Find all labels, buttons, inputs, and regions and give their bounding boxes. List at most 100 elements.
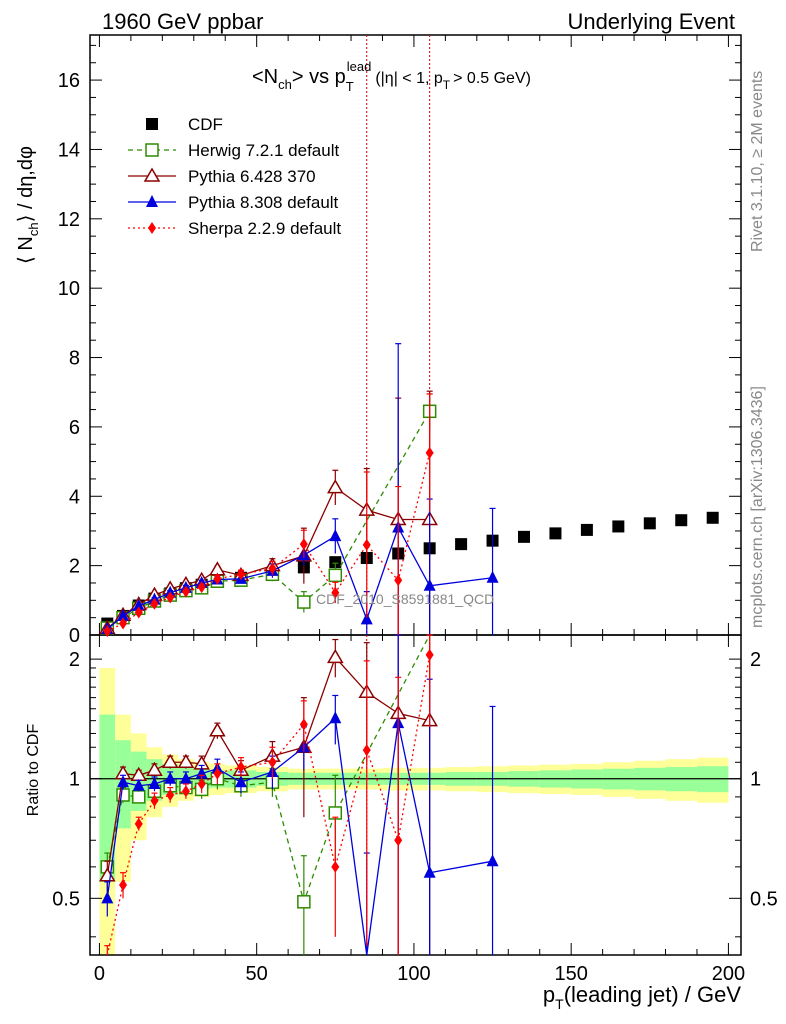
data-point: [329, 529, 342, 542]
ratio-point: [209, 722, 226, 737]
data-point: [181, 585, 190, 598]
data-point: [455, 538, 468, 551]
x-tick-label: 200: [712, 963, 745, 985]
legend-item: Pythia 8.308 default: [128, 193, 339, 212]
legend-marker: [143, 167, 161, 182]
side-mcplots: mcplots.cern.ch [arXiv:1306.3436]: [749, 386, 766, 628]
x-tick-label: 150: [554, 963, 587, 985]
x-tick-label: 0: [94, 963, 105, 985]
ratio-point: [101, 891, 114, 904]
y-tick-label: 2: [69, 556, 80, 578]
legend: CDF Herwig 7.2.1 default Pythia 6.428 370 P…: [128, 115, 341, 238]
data-point: [643, 517, 656, 530]
ratio-series-line: [106, 716, 493, 956]
data-point: [331, 586, 340, 599]
x-axis-label: pT(leading jet) / GeV: [543, 982, 741, 1012]
data-point: [360, 612, 373, 625]
x-tick-label: 50: [246, 963, 268, 985]
legend-marker: [146, 118, 158, 130]
ratio-point: [117, 775, 130, 788]
legend-item: Pythia 6.428 370: [128, 167, 316, 186]
y-tick-label: 6: [69, 417, 80, 439]
ratio-point: [146, 761, 163, 777]
legend-marker: [146, 195, 158, 207]
ratio-point: [164, 771, 177, 784]
data-point: [394, 574, 403, 587]
legend-item: Herwig 7.2.1 default: [128, 141, 339, 160]
ratio-tick-label-right: 2: [750, 649, 761, 671]
y-tick-label: 14: [58, 139, 80, 161]
ratio-tick-label-right: 1: [750, 769, 761, 791]
data-point: [268, 562, 277, 575]
ratio-tick-label: 0.5: [52, 888, 80, 910]
data-point: [486, 570, 499, 583]
ratio-point: [297, 895, 311, 909]
ratio-plot-frame: [89, 634, 742, 956]
ratio-point: [268, 756, 277, 769]
legend-item: CDF: [146, 115, 223, 134]
ratio-point: [234, 775, 247, 788]
data-point: [117, 608, 130, 621]
legend-marker: [145, 143, 159, 157]
ratio-point: [161, 753, 179, 769]
data-point: [213, 572, 222, 585]
data-point: [328, 568, 343, 583]
ratio-point: [299, 718, 308, 731]
data-point: [425, 446, 434, 459]
series-layer: [98, 343, 719, 956]
band-green-bin: [99, 714, 116, 882]
legend-label: Pythia 8.308 default: [188, 193, 339, 212]
ratio-point: [177, 753, 195, 769]
ratio-tick-label: 1: [69, 769, 80, 791]
ratio-point: [134, 817, 143, 830]
data-point: [297, 595, 311, 609]
data-point: [518, 530, 530, 543]
y-tick-label: 0: [69, 625, 80, 647]
ratio-y-axis-label: Ratio to CDF: [25, 724, 42, 817]
ratio-point: [166, 788, 175, 801]
data-point: [236, 568, 245, 581]
legend-item: Sherpa 2.2.9 default: [128, 219, 341, 238]
ratio-point: [181, 785, 190, 798]
data-point: [580, 523, 593, 536]
ratio-series-4: [104, 634, 434, 956]
series-0: [101, 511, 719, 630]
data-point: [299, 538, 308, 551]
data-point: [706, 511, 719, 524]
data-point: [423, 578, 436, 591]
side-rivet: Rivet 3.1.10, ≥ 2M events: [749, 71, 766, 252]
y-tick-label: 8: [69, 348, 80, 370]
y-axis-label: ⟨ Nch⟩ / dη,dφ: [15, 146, 41, 264]
ratio-point: [329, 711, 342, 724]
ratio-point: [423, 865, 436, 878]
data-point: [103, 625, 112, 638]
ratio-point: [131, 790, 146, 804]
ratio-tick-label: 2: [69, 649, 80, 671]
ratio-point: [119, 879, 128, 892]
legend-label: CDF: [188, 115, 223, 134]
chart-title: <Nch> vs pTlead(|η| < 1, pT > 0.5 GeV): [252, 59, 531, 94]
x-tick-label: 100: [397, 963, 430, 985]
header-left: 1960 GeV ppbar: [102, 9, 263, 34]
data-point: [362, 538, 371, 551]
ratio-point: [132, 778, 145, 791]
uncertainty-band: [99, 667, 729, 955]
ratio-point: [213, 767, 222, 780]
data-point: [119, 617, 128, 630]
ratio-point: [362, 744, 371, 757]
data-point: [675, 514, 688, 527]
legend-label: Herwig 7.2.1 default: [188, 141, 339, 160]
ratio-point: [148, 776, 161, 789]
legend-marker: [148, 222, 156, 234]
series-4: [103, 393, 434, 638]
ratio-point: [150, 794, 159, 807]
data-point: [150, 597, 159, 610]
data-point: [166, 591, 175, 604]
ratio-point: [394, 834, 403, 847]
ratio-point: [179, 771, 192, 784]
chart-watermark: CDF_2010_S8591881_QCD: [316, 591, 494, 607]
ratio-tick-label-right: 0.5: [750, 888, 778, 910]
y-tick-label: 4: [69, 486, 80, 508]
ratio-point: [331, 860, 340, 873]
